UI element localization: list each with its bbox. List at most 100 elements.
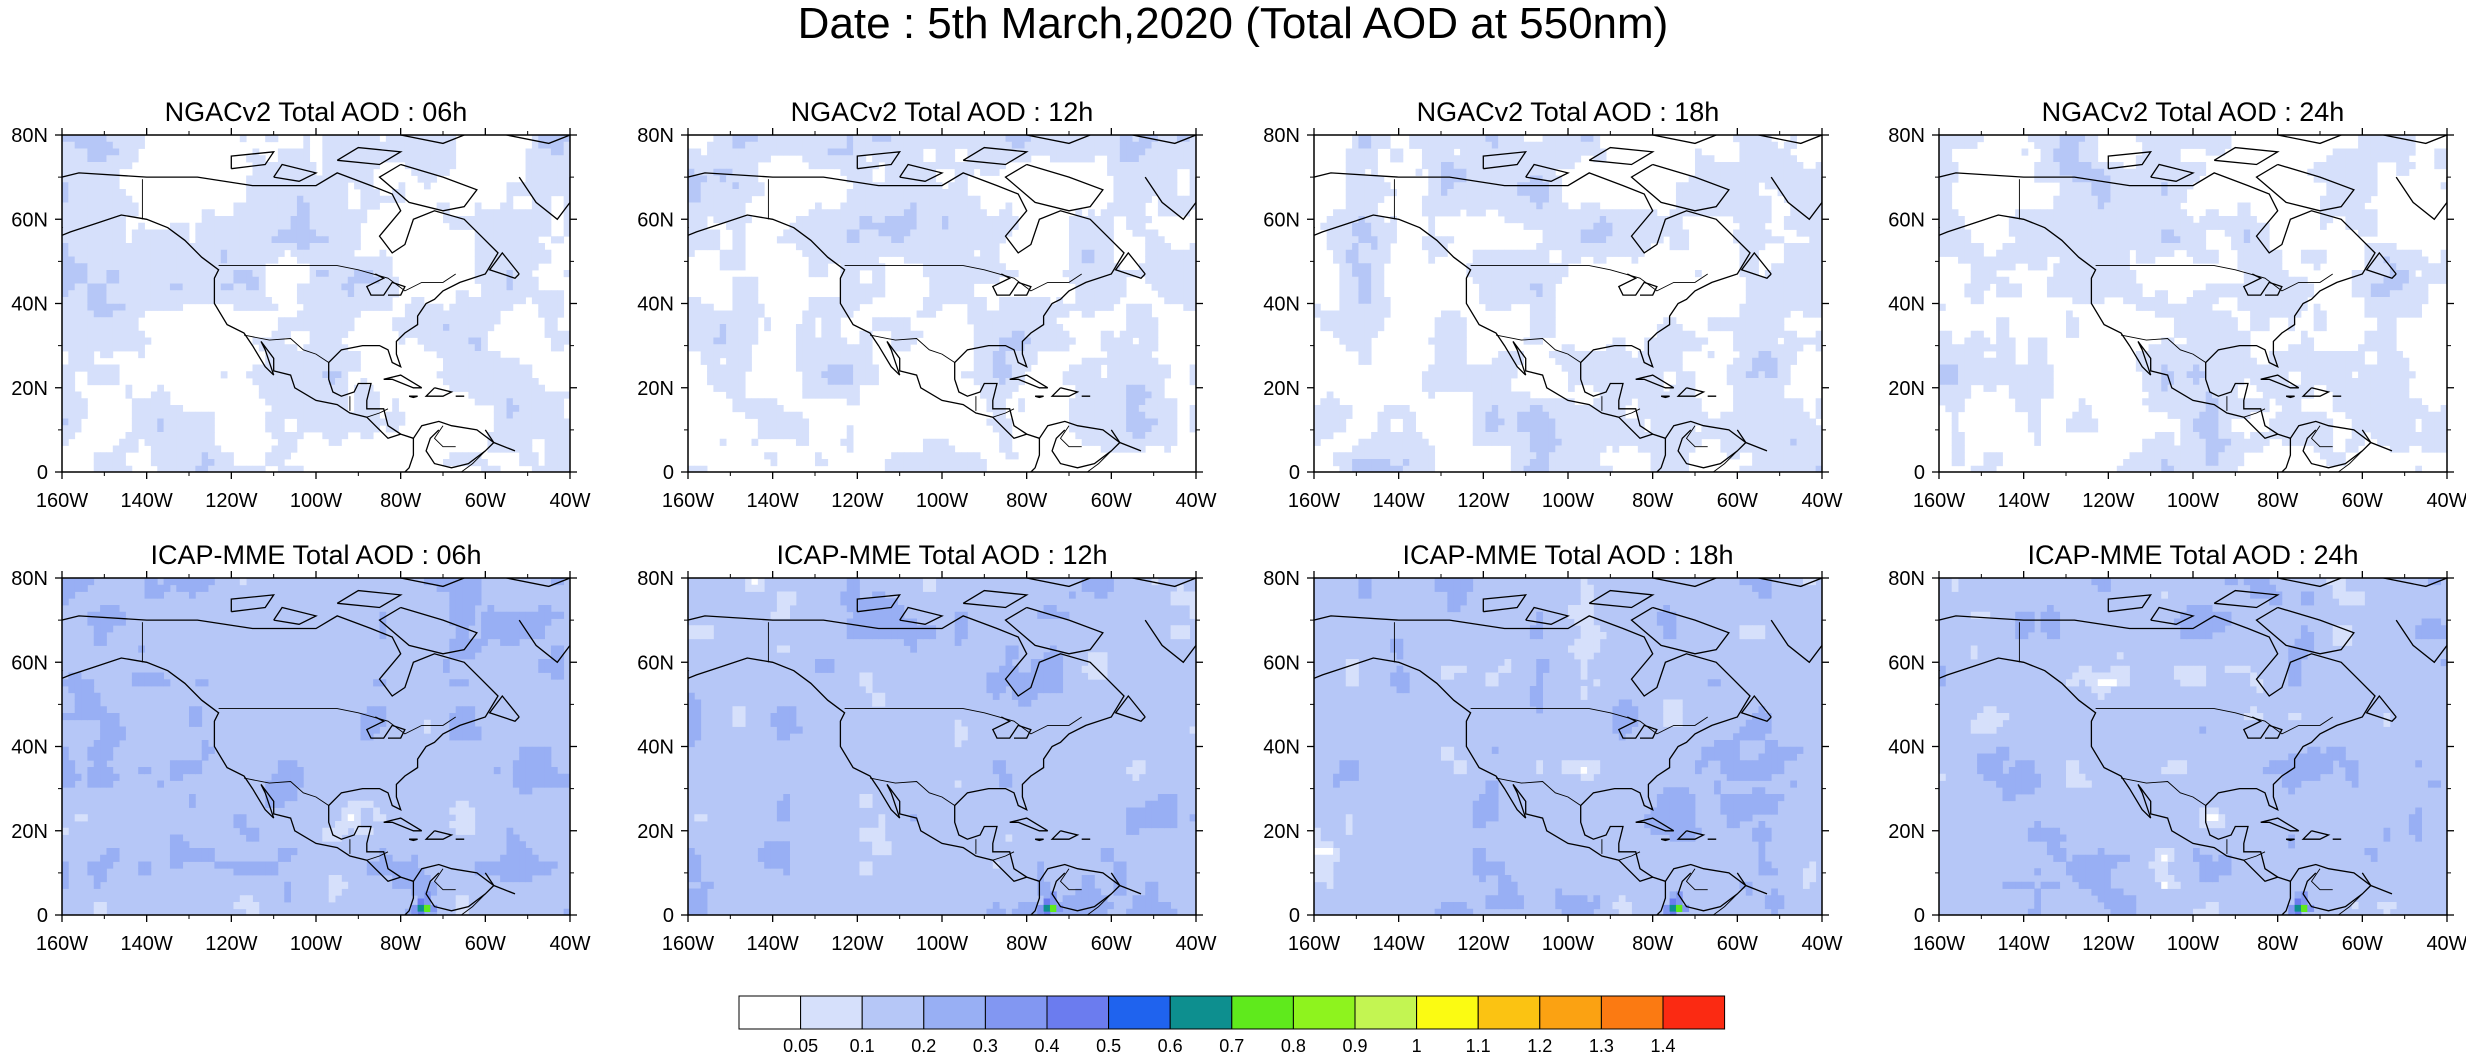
aod-cell	[258, 243, 266, 251]
aod-cell	[347, 175, 355, 183]
aod-cell	[277, 175, 285, 183]
aod-cell	[201, 209, 209, 217]
aod-cell	[284, 357, 291, 365]
aod-cell	[462, 337, 469, 345]
aod-cell	[815, 337, 822, 345]
aod-cell	[865, 175, 873, 183]
aod-cell	[713, 317, 721, 325]
aod-cell	[506, 270, 514, 278]
aod-cell	[973, 256, 981, 264]
aod-cell	[506, 391, 514, 399]
aod-cell	[68, 371, 76, 379]
aod-cell	[341, 364, 349, 372]
aod-cell	[1151, 371, 1159, 379]
aod-cell	[1695, 155, 1702, 163]
aod-cell	[1107, 202, 1114, 210]
aod-cell	[68, 182, 76, 190]
aod-cell	[738, 330, 746, 338]
aod-cell	[1421, 195, 1429, 203]
aod-cell	[834, 155, 841, 163]
aod-cell	[738, 283, 746, 291]
aod-cell	[1100, 276, 1108, 284]
aod-cell	[961, 249, 968, 257]
aod-cell	[519, 236, 526, 244]
aod-cell	[1189, 364, 1196, 372]
aod-cell	[138, 344, 145, 352]
aod-cell	[531, 148, 539, 156]
aod-cell	[1075, 405, 1083, 413]
aod-cell	[322, 324, 330, 332]
aod-cell	[1126, 148, 1133, 156]
aod-cell	[316, 216, 323, 224]
aod-cell	[1107, 168, 1114, 176]
aod-cell	[980, 371, 987, 379]
aod-cell	[519, 398, 526, 406]
aod-cell	[884, 155, 892, 163]
aod-cell	[531, 168, 539, 176]
aod-cell	[1771, 162, 1778, 170]
aod-cell	[1094, 290, 1102, 298]
aod-cell	[897, 216, 905, 224]
aod-cell	[328, 229, 336, 237]
aod-cell	[1183, 249, 1191, 257]
aod-cell	[328, 263, 336, 271]
aod-cell	[980, 384, 987, 392]
aod-cell	[316, 378, 323, 386]
aod-cell	[512, 182, 520, 190]
aod-cell	[531, 297, 539, 305]
aod-cell	[68, 249, 76, 257]
aod-cell	[1536, 189, 1543, 197]
aod-cell	[512, 425, 520, 433]
aod-cell	[903, 216, 911, 224]
aod-cell	[1088, 398, 1095, 406]
aod-cell	[157, 256, 164, 264]
aod-cell	[1049, 330, 1057, 338]
aod-cell	[347, 135, 355, 143]
aod-cell	[316, 405, 323, 413]
aod-cell	[354, 270, 361, 278]
aod-cell	[366, 418, 374, 426]
aod-cell	[322, 249, 330, 257]
aod-cell	[474, 209, 482, 217]
aod-cell	[1739, 141, 1747, 149]
aod-cell	[1733, 175, 1740, 183]
aod-cell	[449, 337, 457, 345]
aod-cell	[1441, 168, 1448, 176]
aod-cell	[1069, 243, 1076, 251]
aod-cell	[1548, 155, 1556, 163]
aod-cell	[93, 344, 101, 352]
panel-title: NGACv2 Total AOD : 06h	[165, 97, 468, 127]
lon-label: 80W	[380, 490, 421, 512]
aod-cell	[328, 175, 336, 183]
aod-cell	[1145, 216, 1152, 224]
aod-cell	[726, 141, 733, 149]
aod-cell	[1081, 148, 1089, 156]
aod-cell	[840, 256, 848, 264]
aod-cell	[1157, 148, 1165, 156]
aod-cell	[443, 317, 450, 325]
aod-cell	[853, 175, 860, 183]
aod-cell	[404, 155, 412, 163]
aod-cell	[303, 135, 311, 143]
aod-cell	[891, 209, 898, 217]
aod-cell	[112, 135, 120, 143]
aod-cell	[827, 135, 835, 143]
aod-cell	[360, 256, 368, 264]
aod-cell	[726, 317, 733, 325]
aod-cell	[1542, 175, 1550, 183]
aod-cell	[1107, 141, 1114, 149]
aod-cell	[751, 135, 759, 143]
aod-cell	[62, 141, 69, 149]
aod-cell	[802, 236, 810, 244]
aod-cell	[144, 263, 152, 271]
aod-cell	[544, 438, 552, 446]
aod-cell	[1555, 175, 1563, 183]
aod-cell	[1485, 195, 1493, 203]
aod-cell	[1364, 135, 1372, 143]
aod-cell	[214, 445, 222, 453]
aod-cell	[303, 405, 311, 413]
aod-cell	[1498, 162, 1505, 170]
aod-cell	[550, 324, 558, 332]
aod-cell	[1771, 155, 1778, 163]
aod-cell	[144, 337, 152, 345]
